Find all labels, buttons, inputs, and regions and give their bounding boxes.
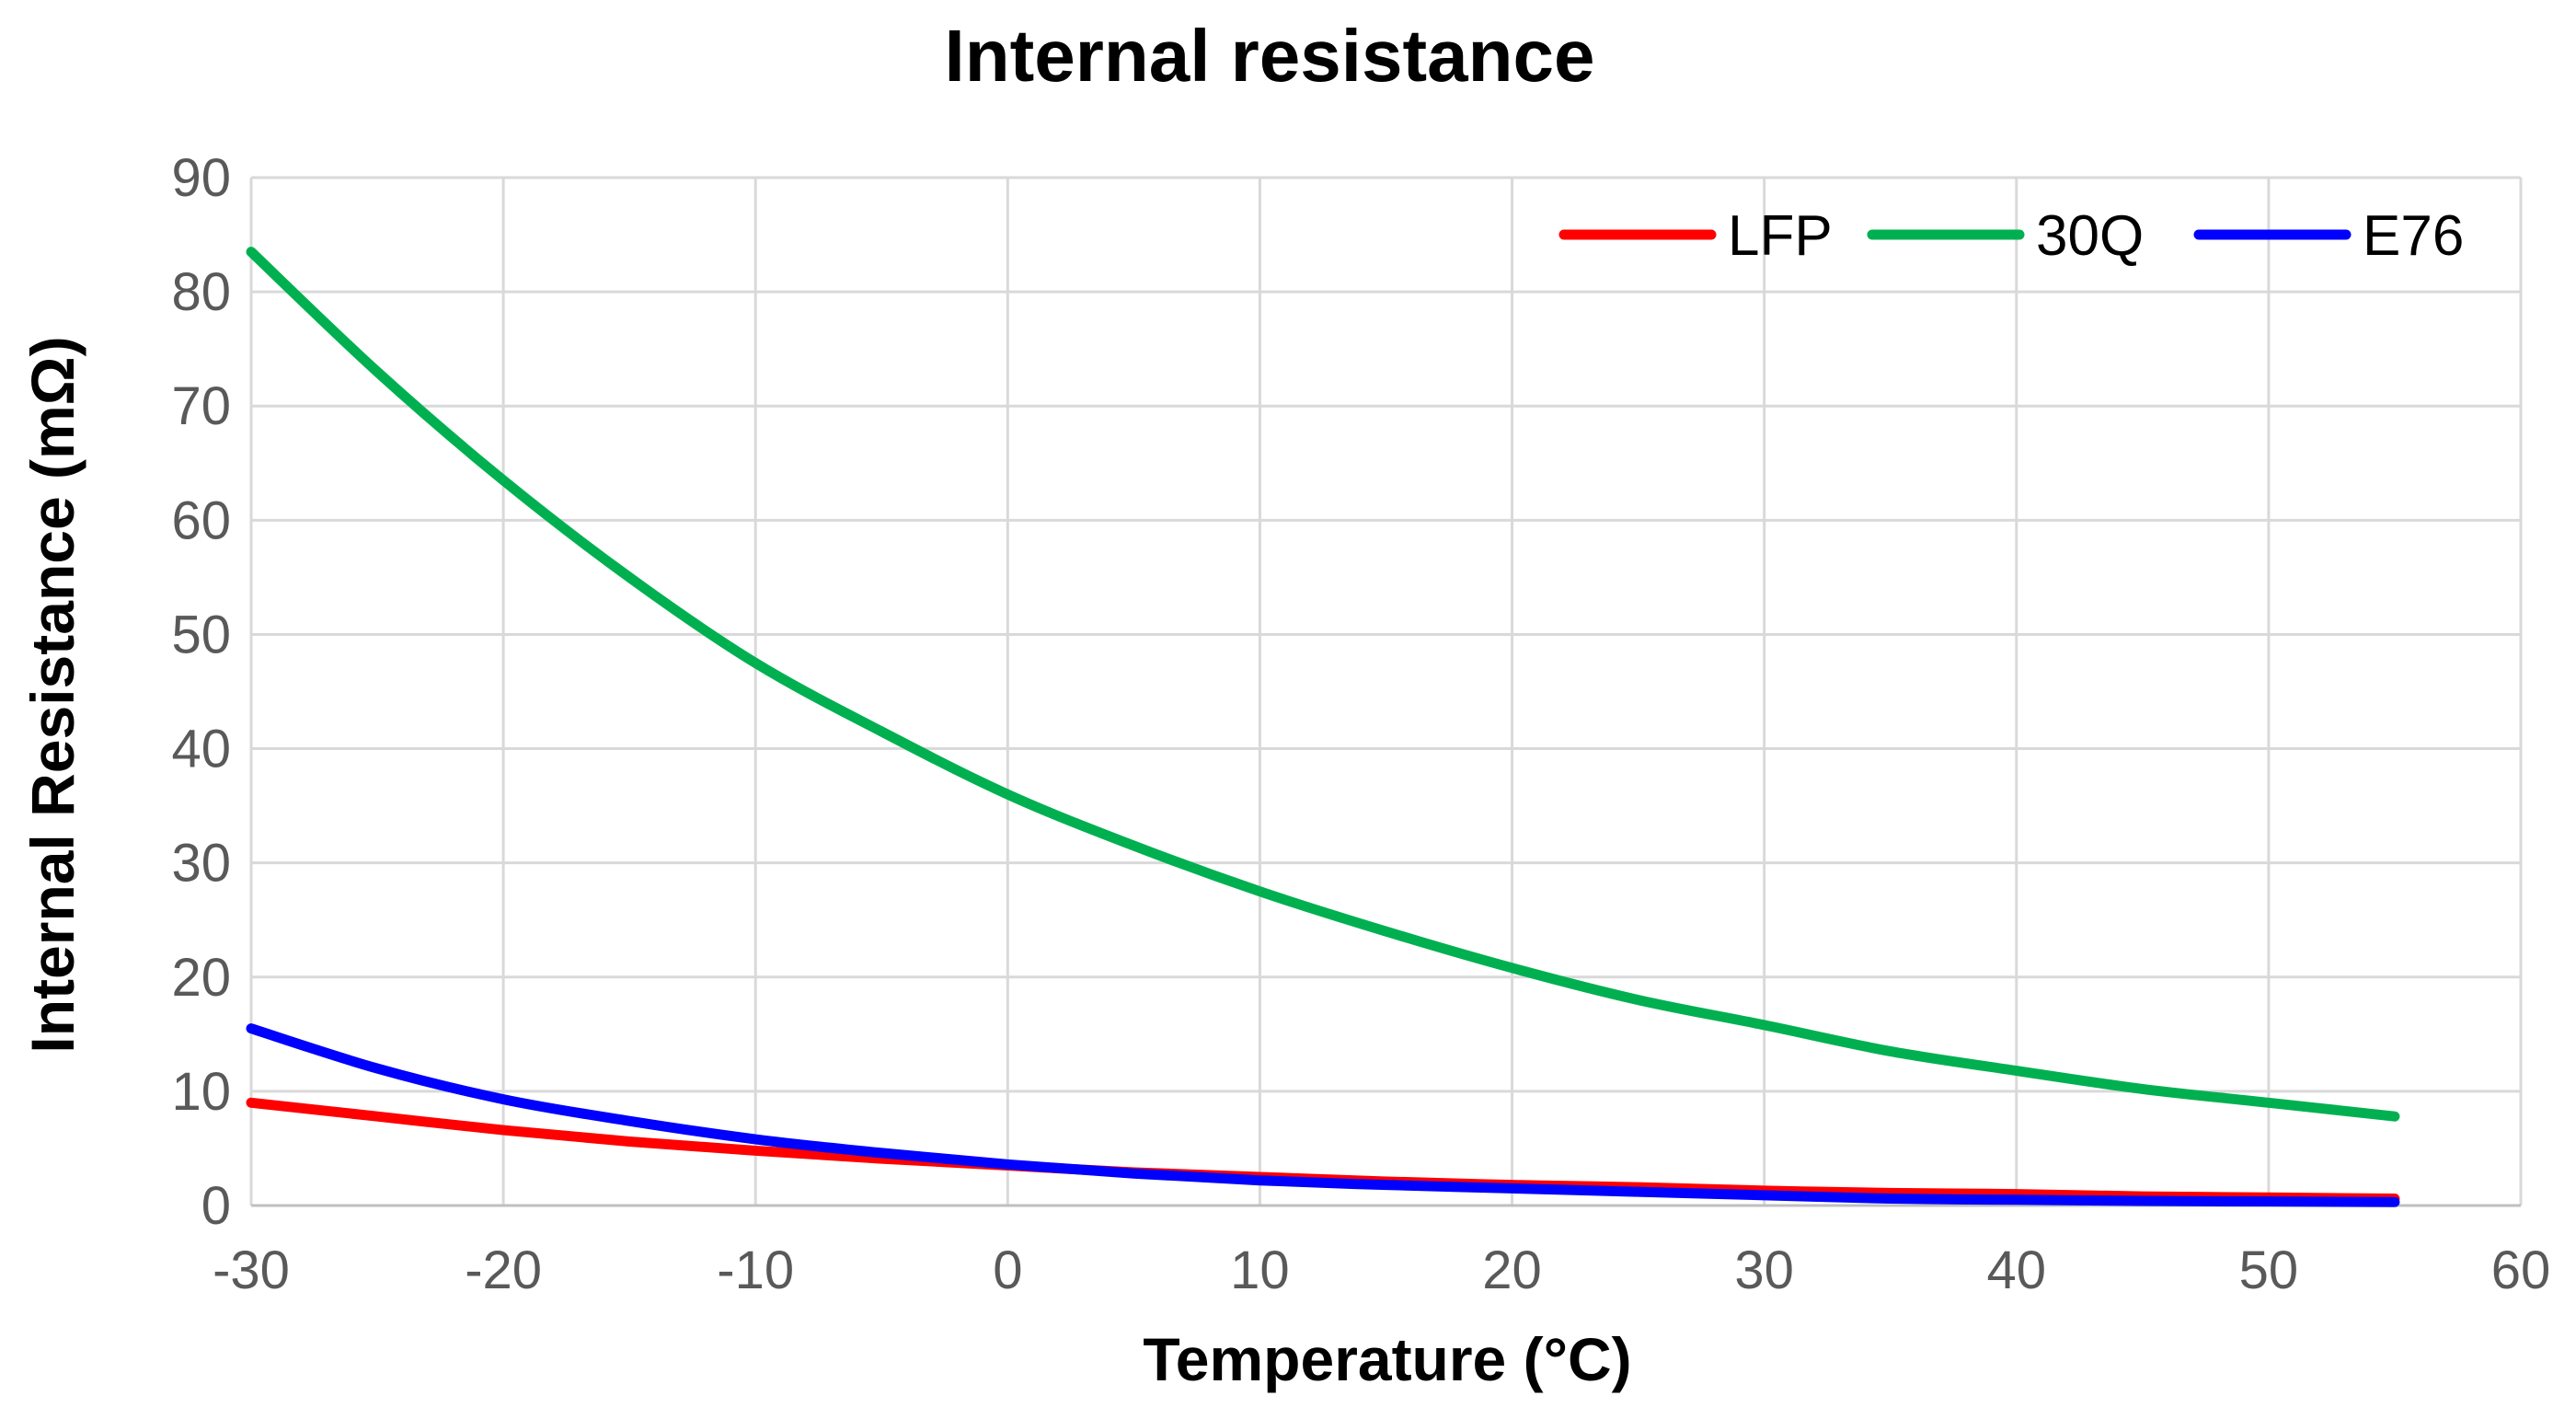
y-tick-label: 10: [171, 1062, 231, 1122]
legend-label: LFP: [1728, 204, 1833, 268]
y-tick-label: 60: [171, 490, 231, 550]
legend-label: 30Q: [2036, 204, 2144, 268]
x-tick-label: 60: [2491, 1240, 2551, 1300]
x-tick-label: -30: [213, 1240, 290, 1300]
x-tick-label: 0: [993, 1240, 1022, 1300]
legend-item-lfp: LFP: [1558, 204, 1833, 268]
x-tick-label: -10: [717, 1240, 794, 1300]
legend: LFP 30Q E76: [1558, 204, 2464, 268]
series-line-e76: [246, 1023, 2400, 1207]
y-tick-label: 30: [171, 834, 231, 894]
y-tick-label: 90: [171, 148, 231, 208]
y-tick-label: 40: [171, 720, 231, 779]
y-tick-label: 80: [171, 262, 231, 322]
y-axis-title: Internal Resistance (mΩ): [18, 336, 86, 1053]
legend-label: E76: [2363, 204, 2464, 268]
series-line-30q: [246, 247, 2400, 1122]
chart-title: Internal resistance: [945, 15, 1595, 97]
x-tick-label: -20: [465, 1240, 542, 1300]
x-tick-label: 30: [1734, 1240, 1794, 1300]
series-layer: [246, 247, 2400, 1207]
axis-layer: 0 10 20 30 40 50 60 70 80 90 -30 -20 -10 0 10 20 30 40 50 6…: [171, 148, 2550, 1300]
y-tick-label: 20: [171, 948, 231, 1008]
x-tick-label: 10: [1230, 1240, 1290, 1300]
x-tick-label: 40: [1987, 1240, 2047, 1300]
x-axis-title: Temperature (°C): [1143, 1325, 1631, 1393]
grid-layer: [249, 176, 2523, 1206]
legend-item-e76: E76: [2193, 204, 2464, 268]
y-tick-label: 50: [171, 605, 231, 664]
x-tick-label: 20: [1482, 1240, 1542, 1300]
legend-item-30q: 30Q: [1867, 204, 2144, 268]
y-tick-label: 70: [171, 376, 231, 436]
y-tick-label: 0: [201, 1176, 231, 1236]
x-tick-label: 50: [2239, 1240, 2299, 1300]
